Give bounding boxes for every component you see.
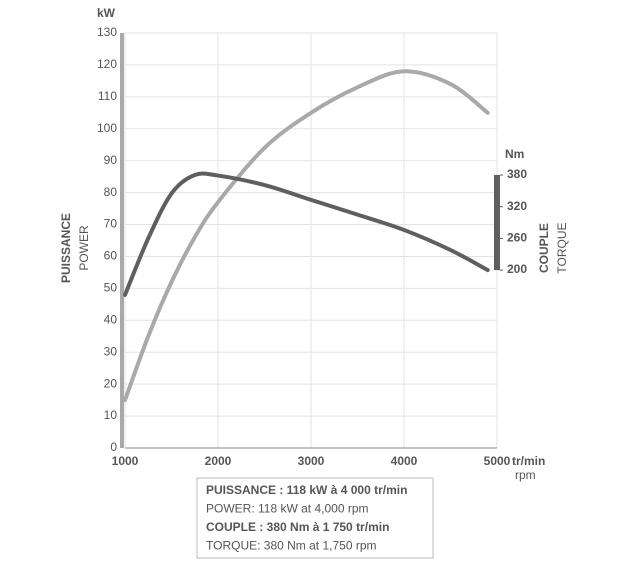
y2-label-sub: TORQUE xyxy=(555,222,569,273)
series-line xyxy=(123,171,490,297)
y-tick-label: 90 xyxy=(104,153,118,167)
y2-tick-label: 320 xyxy=(507,199,527,213)
y2-tick-label: 380 xyxy=(507,167,527,181)
y-tick-label: 120 xyxy=(97,57,117,71)
y2-label: COUPLE xyxy=(537,223,551,273)
legend-box xyxy=(196,477,434,559)
y-tick-label: 0 xyxy=(110,440,117,454)
legend-text: PUISSANCE : 118 kW à 4 000 tr/min xyxy=(206,483,407,497)
x-tick-label: 3000 xyxy=(298,454,325,468)
y-tick-label: 40 xyxy=(104,312,118,326)
legend-text: TORQUE: 380 Nm at 1,750 rpm xyxy=(206,539,377,553)
legend-text: COUPLE : 380 Nm à 1 750 tr/min xyxy=(206,520,389,534)
y2-tick-label: 260 xyxy=(507,231,527,245)
y-label: PUISSANCE xyxy=(59,213,73,283)
x-label: tr/min xyxy=(512,454,545,468)
y-tick-label: 60 xyxy=(104,249,118,263)
y-tick-label: 10 xyxy=(104,408,118,422)
y-tick-label: 80 xyxy=(104,185,118,199)
y-tick-label: 50 xyxy=(104,281,118,295)
y2-unit: Nm xyxy=(505,147,524,161)
y-tick-label: 100 xyxy=(97,121,117,135)
y2-tick-label: 200 xyxy=(507,262,527,276)
y-tick-label: 130 xyxy=(97,25,117,39)
y-label-sub: POWER xyxy=(77,225,91,271)
x-label-sub: rpm xyxy=(515,468,536,482)
x-tick-label: 2000 xyxy=(205,454,232,468)
y-tick-label: 70 xyxy=(104,217,118,231)
y-tick-label: 30 xyxy=(104,344,118,358)
legend-text: POWER: 118 kW at 4,000 rpm xyxy=(206,502,369,516)
x-tick-label: 1000 xyxy=(112,454,139,468)
y-unit: kW xyxy=(97,6,116,20)
y-tick-label: 20 xyxy=(104,376,118,390)
y-tick-label: 110 xyxy=(98,89,117,103)
x-tick-label: 5000 xyxy=(484,454,511,468)
series-line xyxy=(123,69,490,403)
x-tick-label: 4000 xyxy=(391,454,418,468)
